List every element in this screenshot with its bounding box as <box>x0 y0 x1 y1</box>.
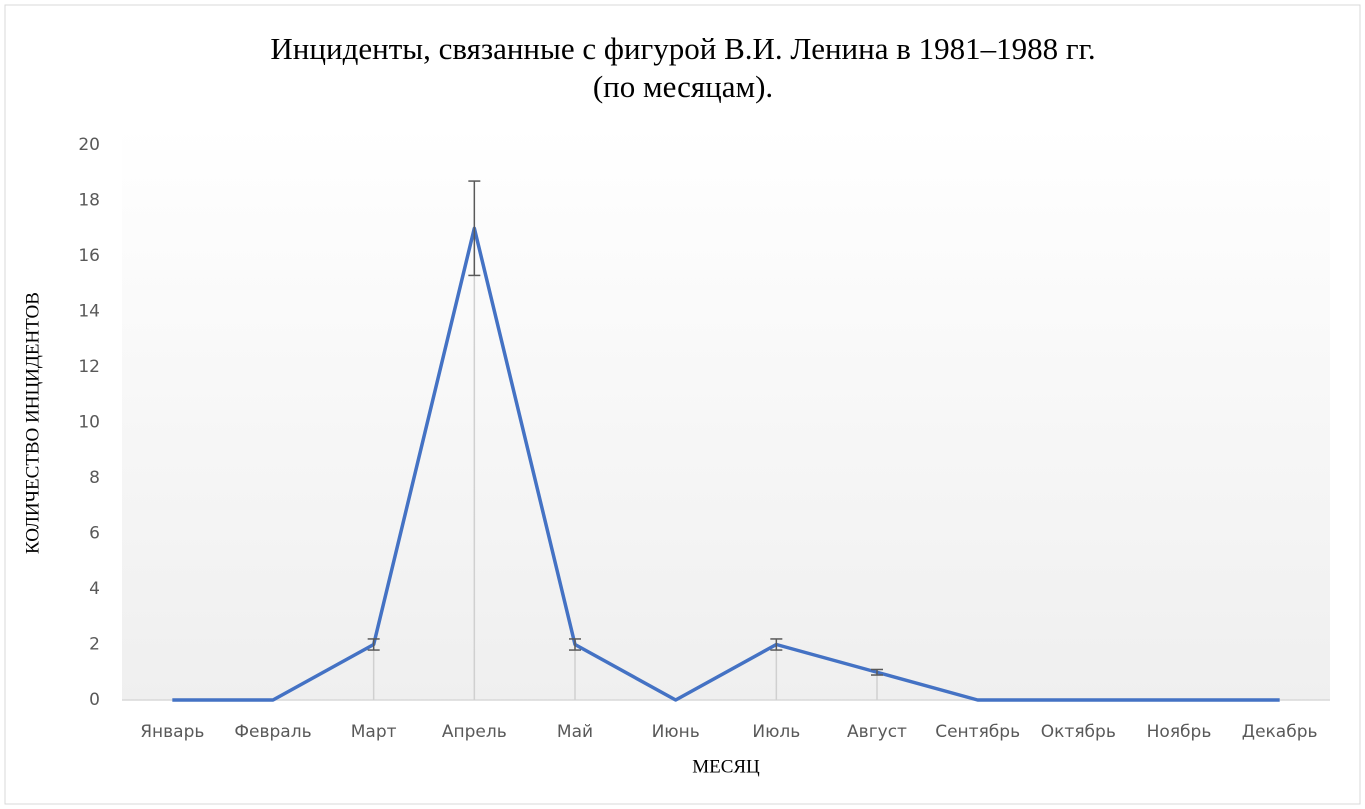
y-tick-label: 10 <box>78 413 100 433</box>
x-tick-label: Декабрь <box>1242 722 1318 742</box>
x-tick-label: Октябрь <box>1041 722 1116 742</box>
y-tick-label: 2 <box>89 635 100 655</box>
y-axis-label: КОЛИЧЕСТВО ИНЦИДЕНТОВ <box>22 292 43 554</box>
y-tick-label: 0 <box>89 690 100 710</box>
y-tick-label: 20 <box>78 135 100 155</box>
error-bar <box>468 180 481 277</box>
chart-title: (по месяцам). <box>593 69 773 104</box>
x-tick-label: Июль <box>752 722 800 742</box>
error-bar <box>367 638 380 651</box>
x-tick-label: Июнь <box>652 722 700 742</box>
x-tick-label: Апрель <box>442 722 507 742</box>
x-tick-label: Ноябрь <box>1147 722 1212 742</box>
y-tick-label: 6 <box>89 524 100 544</box>
y-tick-label: 18 <box>78 191 100 211</box>
x-tick-label: Февраль <box>234 722 311 742</box>
y-tick-label: 12 <box>78 357 100 377</box>
x-tick-label: Март <box>351 722 397 742</box>
data-line <box>172 226 1280 702</box>
x-tick-label: Май <box>557 722 593 742</box>
x-tick-label: Январь <box>140 722 204 742</box>
x-tick-label: Август <box>847 722 907 742</box>
error-bar <box>569 638 581 651</box>
y-tick-label: 4 <box>89 579 100 599</box>
plot-area <box>122 125 1330 700</box>
x-axis-label: МЕСЯЦ <box>692 756 760 777</box>
x-tick-label: Сентябрь <box>935 722 1020 742</box>
error-bar <box>871 668 883 676</box>
y-tick-label: 14 <box>78 302 100 322</box>
chart-title: Инциденты, связанные с фигурой В.И. Лени… <box>270 31 1095 66</box>
y-tick-label: 8 <box>89 468 100 488</box>
error-bar <box>770 638 783 651</box>
y-tick-label: 16 <box>78 246 100 266</box>
